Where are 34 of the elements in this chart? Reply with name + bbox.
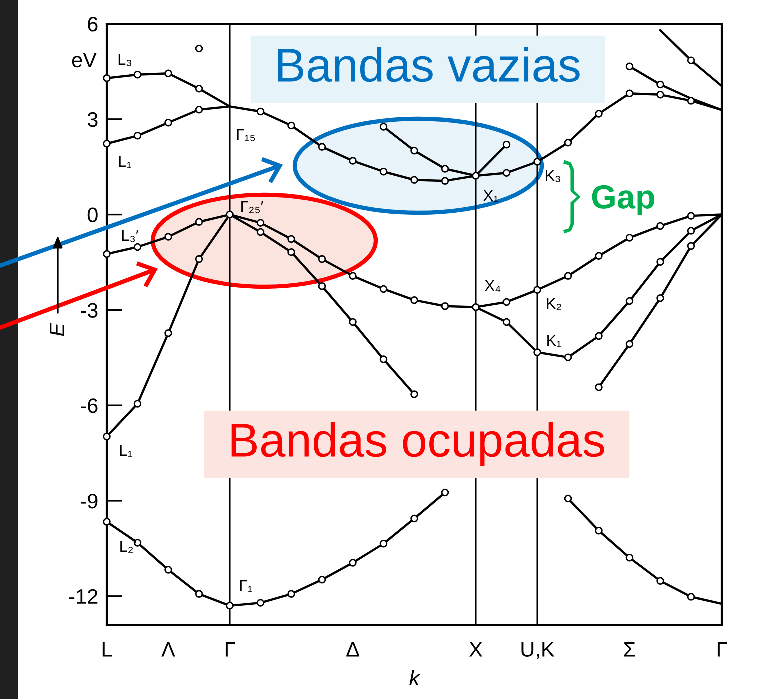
annotation: Bandas vazias	[278, 47, 580, 82]
annotation: K₂	[547, 298, 562, 310]
y-tick-label: 0	[88, 208, 98, 223]
x-tick-label: Γ	[718, 642, 728, 657]
y-tick-label: 6	[88, 17, 98, 32]
annotation: K₁	[548, 335, 562, 348]
annotation: L₁	[120, 445, 132, 458]
annotation: Γ₁₅	[237, 129, 256, 142]
y-tick-label: 3	[88, 112, 98, 128]
y-tick-label: -9	[81, 494, 98, 509]
annotation: Gap	[592, 185, 654, 216]
x-tick-label: Δ	[346, 642, 360, 657]
x-tick-label: U,K	[522, 642, 555, 660]
x-tick-label: Σ	[624, 642, 636, 657]
y-tick-label: -12	[69, 589, 98, 604]
y-tick-label: -6	[81, 398, 98, 414]
text: eV	[72, 53, 97, 68]
annotation: Bandas ocupadas	[232, 422, 604, 467]
annotation: X₄	[485, 280, 501, 292]
annotation: X₁	[484, 190, 498, 202]
annotation: K₃	[546, 170, 560, 182]
y-tick-label: -3	[81, 303, 98, 318]
x-tick-label: X	[470, 642, 483, 657]
x-tick-label: L	[102, 642, 112, 657]
annotation: L₃′	[122, 230, 138, 242]
annotation: L₂′	[120, 541, 136, 554]
annotation: Γ₂₅′	[242, 201, 264, 214]
annotation: L₃	[118, 54, 132, 66]
annotation: L₁	[119, 156, 132, 168]
annotation: Γ₁	[240, 580, 252, 592]
y-axis-title: E	[50, 322, 64, 336]
x-axis-title: k	[410, 670, 421, 686]
x-tick-label: Λ	[162, 642, 176, 657]
x-tick-label: Γ	[226, 642, 236, 657]
